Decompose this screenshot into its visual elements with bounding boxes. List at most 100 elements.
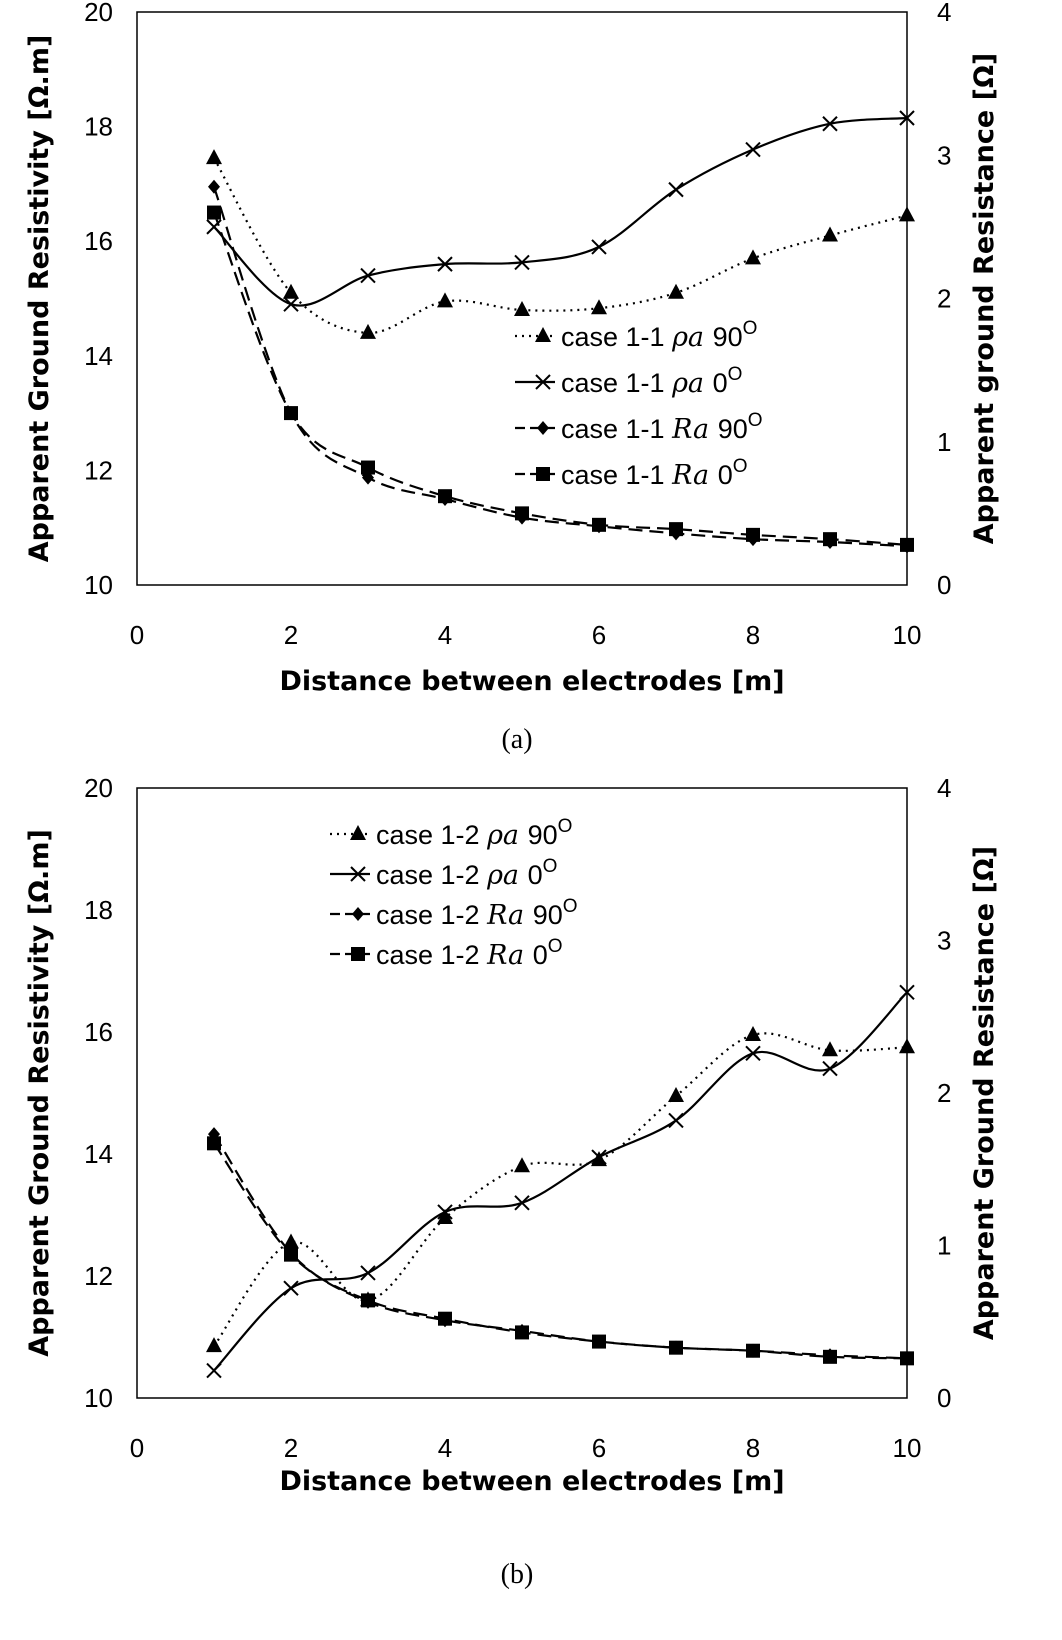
series-1 [206, 1026, 915, 1353]
legend-marker-triangle [535, 327, 551, 342]
y-tick-label: 12 [84, 1261, 113, 1291]
y-tick-label: 14 [84, 1139, 113, 1169]
x-axis-title: Distance between electrodes [m] [279, 666, 784, 697]
data-point-square [746, 527, 760, 542]
plot-frame [136, 787, 908, 1399]
legend-degree-mark: O [548, 936, 563, 957]
data-point-triangle [283, 283, 299, 299]
data-point-triangle [514, 1157, 530, 1173]
legend-angle: 0 [713, 368, 728, 398]
legend-item: case 1-2 ρa 0O [330, 856, 557, 891]
y-tick-label: 16 [84, 1017, 113, 1047]
data-point-x-stroke [206, 1362, 222, 1379]
legend-label: case 1-1 Ra 0O [561, 456, 748, 491]
legend-case: case 1-1 [561, 368, 672, 398]
data-point-x-stroke [822, 1060, 838, 1077]
data-point-triangle [591, 299, 607, 315]
legend-degree-mark: O [728, 364, 743, 385]
data-point-triangle [745, 249, 761, 265]
legend-item: case 1-2 Ra 0O [330, 936, 563, 971]
data-point-x [360, 267, 376, 284]
data-point-triangle [822, 226, 838, 242]
x-tick-label: 10 [893, 1433, 922, 1463]
legend-degree-mark: O [733, 456, 748, 477]
data-point-x-stroke [668, 181, 684, 198]
y-tick-label: 16 [84, 226, 113, 256]
data-point-square [361, 460, 375, 475]
y-tick-label: 14 [84, 341, 113, 371]
data-point-square [284, 1247, 298, 1262]
data-point-triangle [360, 323, 376, 339]
x-axis-title: Distance between electrodes [m] [279, 1466, 784, 1497]
data-point-triangle [668, 283, 684, 299]
y2-axis-title: Apparent Ground Resistance [Ω] [969, 846, 1000, 1340]
data-point-x-stroke [283, 296, 299, 312]
data-point-x [591, 239, 607, 255]
legend-label: case 1-2 ρa 0O [376, 856, 557, 891]
data-point-square [823, 1349, 837, 1364]
legend-item: case 1-2 Ra 90O [330, 896, 578, 931]
data-point-x-stroke [360, 1265, 376, 1281]
data-point-triangle [206, 149, 222, 165]
data-point-diamond [208, 179, 220, 194]
series-line [213, 116, 908, 307]
x-tick-label: 8 [746, 620, 760, 650]
y-tick-label: 20 [84, 0, 113, 27]
x-tick-label: 4 [438, 620, 452, 650]
data-point-x-stroke [437, 1204, 453, 1220]
data-point-x-stroke [745, 141, 761, 158]
panel-caption: (b) [501, 1559, 534, 1590]
legend-angle: 0 [718, 460, 733, 490]
data-point-x [206, 219, 222, 235]
x-tick-label: 2 [284, 1433, 298, 1463]
legend-degree-mark: O [558, 816, 573, 837]
data-point-x [668, 1112, 684, 1129]
y2-tick-label: 0 [937, 570, 951, 600]
series-line [213, 991, 908, 1372]
y2-tick-label: 4 [937, 0, 951, 27]
data-point-square [515, 1325, 529, 1340]
series-line [213, 1032, 908, 1347]
data-point-triangle [437, 1209, 453, 1225]
data-point-x [283, 296, 299, 312]
legend-angle: 90 [533, 900, 563, 930]
y-tick-label: 12 [84, 455, 113, 485]
x-tick-label: 0 [130, 1433, 144, 1463]
legend-item: case 1-1 Ra 0O [515, 456, 748, 491]
data-point-square [592, 1334, 606, 1349]
y-axis-title: Apparent Ground Resistivity [Ω.m] [24, 35, 55, 563]
data-point-x [206, 1362, 222, 1379]
series-line [213, 157, 908, 335]
legend-symbol: Ra [486, 940, 533, 971]
series-line [213, 1142, 908, 1360]
data-point-square [284, 406, 298, 421]
legend-item: case 1-1 ρa 0O [515, 364, 742, 399]
legend-angle: 0 [528, 860, 543, 890]
series-line [212, 186, 908, 548]
legend-marker-x-stroke [350, 866, 366, 882]
y-tick-label: 20 [84, 773, 113, 803]
data-point-square [669, 522, 683, 537]
data-point-x [899, 984, 915, 1001]
x-tick-label: 0 [130, 620, 144, 650]
x-tick-label: 8 [746, 1433, 760, 1463]
legend-symbol: ρa [671, 368, 713, 399]
data-point-triangle [437, 292, 453, 308]
data-point-square [438, 489, 452, 504]
data-point-x-stroke [283, 1280, 299, 1296]
series-2 [206, 984, 915, 1379]
data-point-triangle [899, 1038, 915, 1054]
data-point-square [207, 205, 221, 220]
y2-tick-label: 0 [937, 1383, 951, 1413]
data-point-triangle [514, 300, 530, 316]
data-point-x [822, 116, 838, 132]
x-tick-label: 6 [592, 620, 606, 650]
data-point-square [361, 1293, 375, 1308]
legend-case: case 1-2 [376, 820, 487, 850]
data-point-x-stroke [899, 984, 915, 1001]
legend-angle: 90 [528, 820, 558, 850]
